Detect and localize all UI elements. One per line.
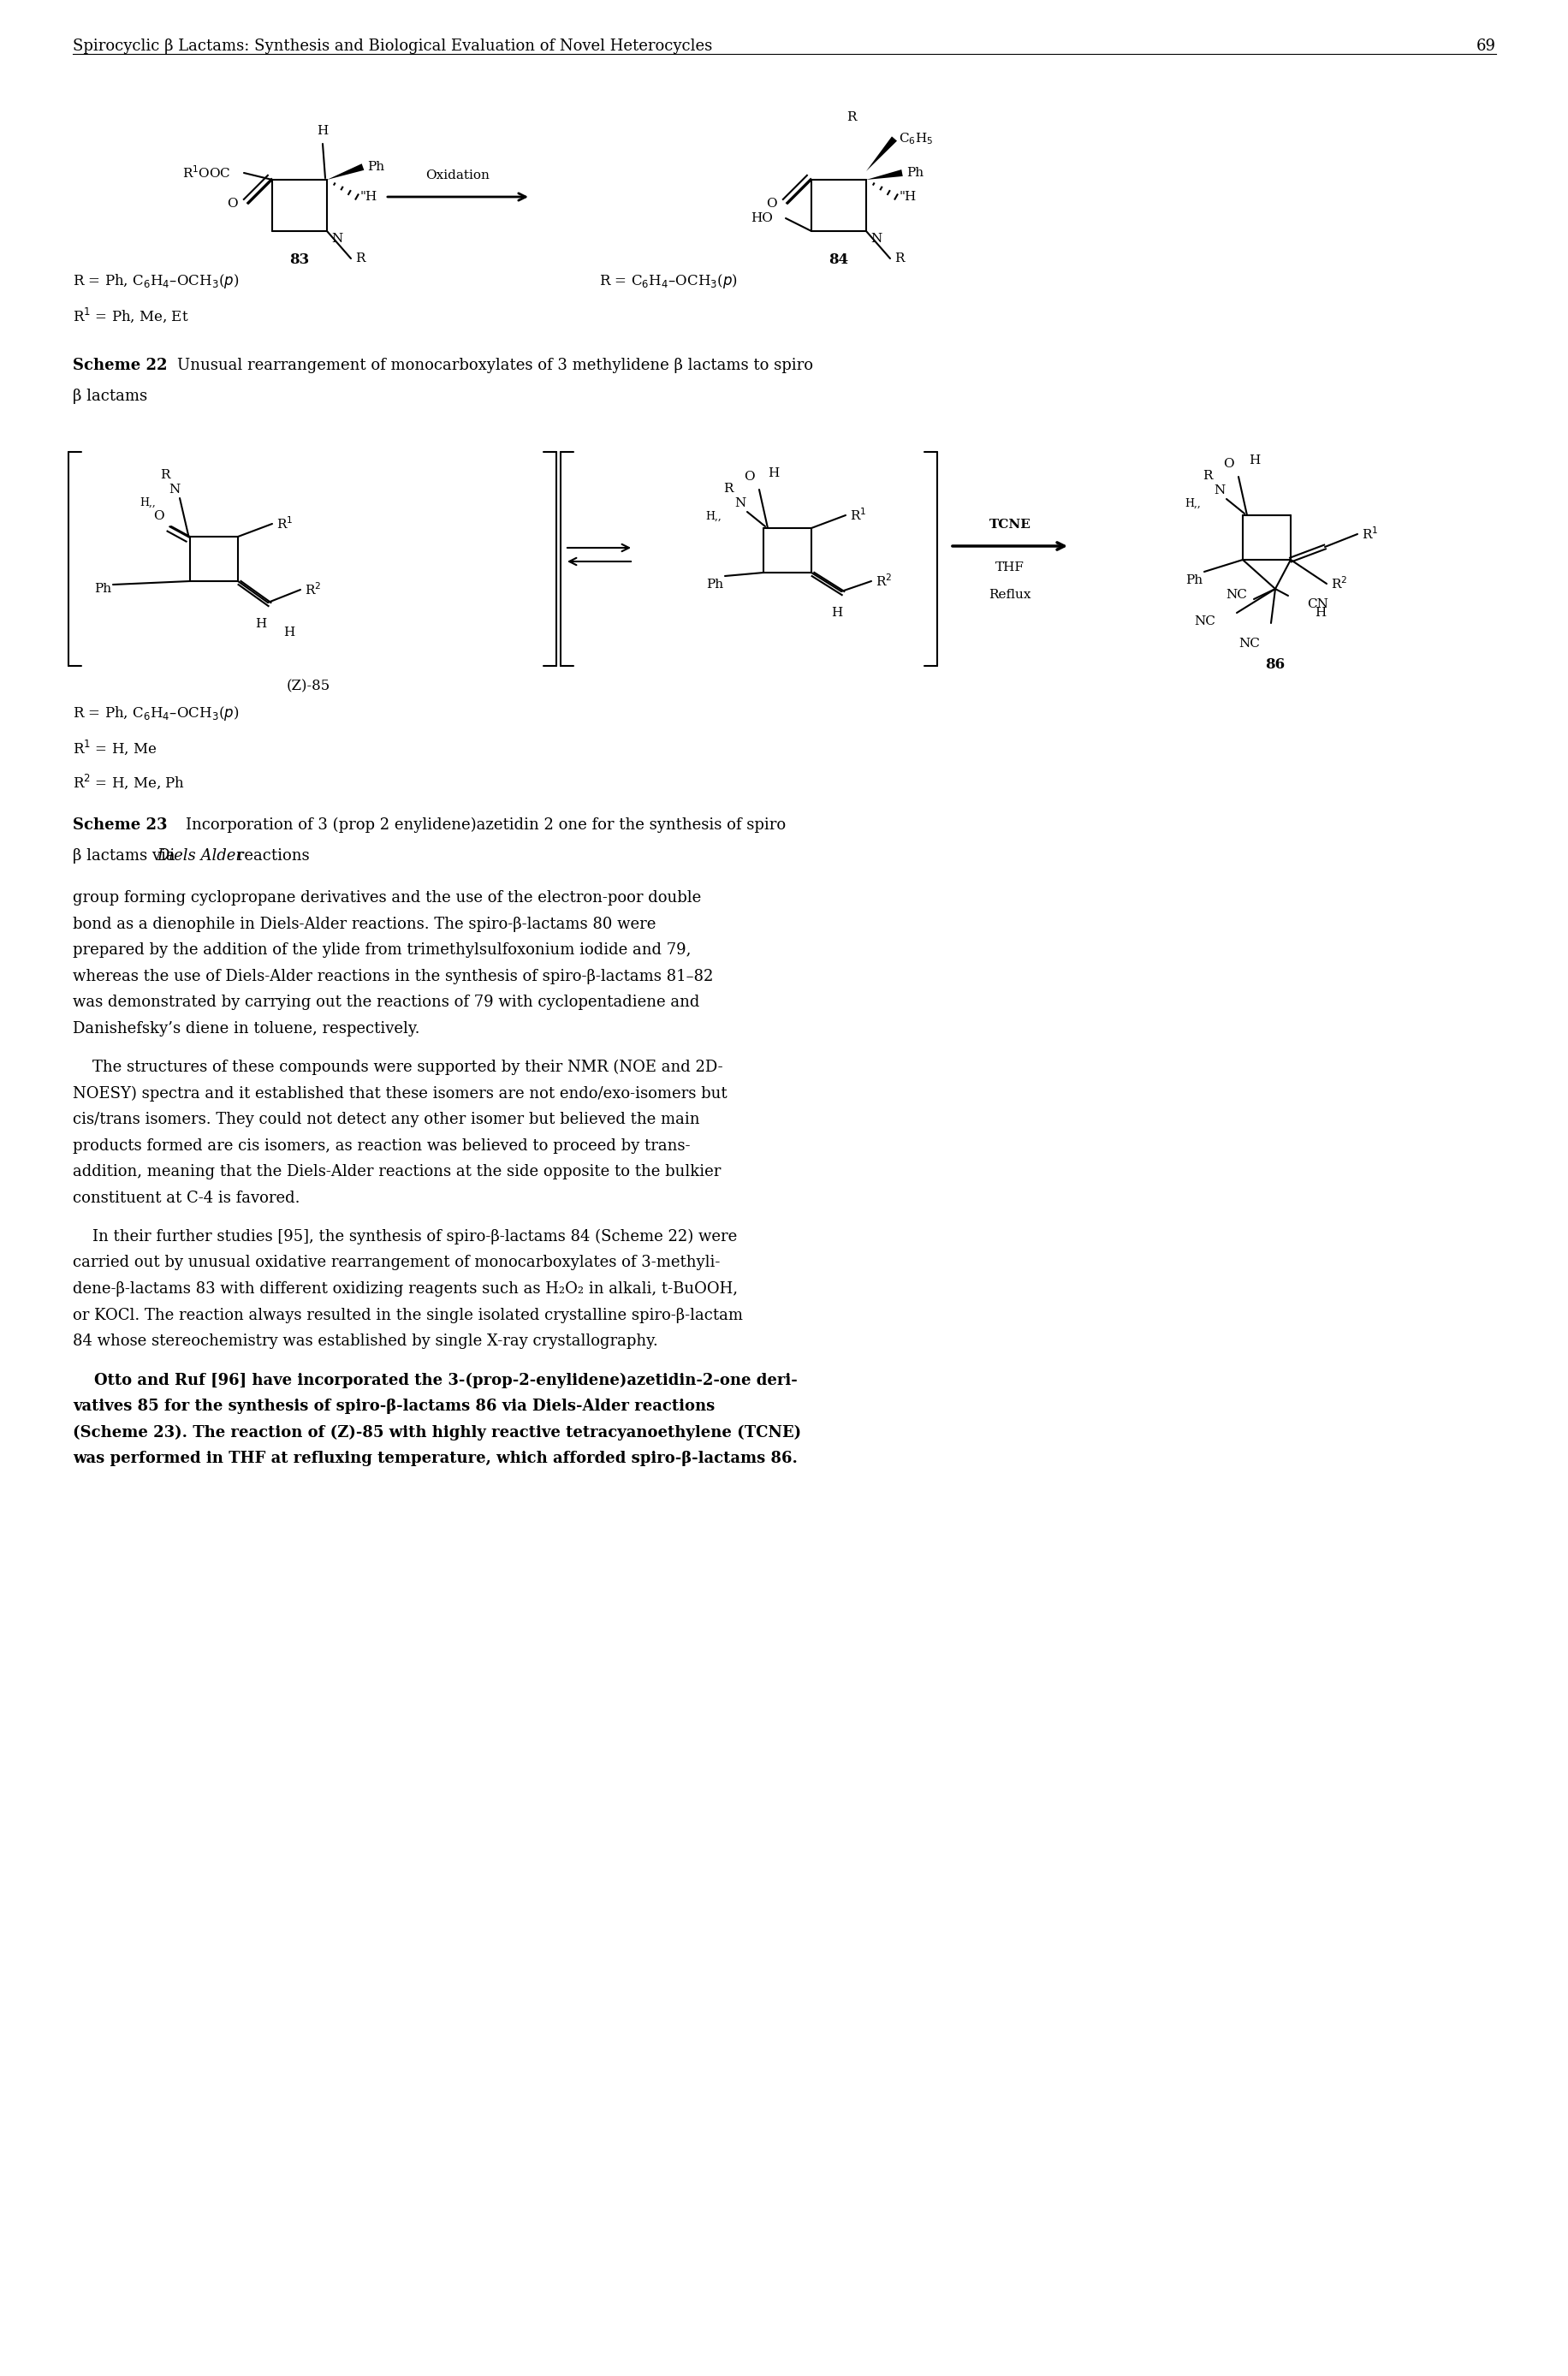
- Text: "H: "H: [898, 190, 916, 202]
- Text: R: R: [723, 482, 734, 494]
- Text: C$_6$H$_5$: C$_6$H$_5$: [898, 131, 933, 147]
- Text: constituent at C-4 is favored.: constituent at C-4 is favored.: [72, 1190, 299, 1205]
- Text: R: R: [894, 252, 903, 264]
- Text: H: H: [256, 618, 267, 630]
- Text: Ph: Ph: [906, 166, 924, 178]
- Text: R$^1$: R$^1$: [850, 506, 866, 523]
- Text: R: R: [847, 112, 856, 124]
- Text: 83: 83: [290, 252, 309, 266]
- Text: 86: 86: [1265, 658, 1284, 672]
- Text: whereas the use of Diels-Alder reactions in the synthesis of spiro-β-lactams 81–: whereas the use of Diels-Alder reactions…: [72, 969, 713, 984]
- Text: β lactams: β lactams: [72, 390, 147, 404]
- Text: products formed are cis isomers, as reaction was believed to proceed by trans-: products formed are cis isomers, as reac…: [72, 1138, 690, 1152]
- Text: 84 whose stereochemistry was established by single X-ray crystallography.: 84 whose stereochemistry was established…: [72, 1333, 657, 1350]
- Text: R$^2$: R$^2$: [304, 582, 321, 599]
- Text: 84: 84: [828, 252, 848, 266]
- Text: R$^1$OOC: R$^1$OOC: [182, 164, 230, 181]
- Text: reactions: reactions: [232, 848, 309, 862]
- Text: dene-β-lactams 83 with different oxidizing reagents such as H₂O₂ in alkali, t-Bu: dene-β-lactams 83 with different oxidizi…: [72, 1281, 737, 1297]
- Text: R$^1$: R$^1$: [1361, 525, 1378, 542]
- Text: O: O: [765, 197, 776, 209]
- Text: or KOCl. The reaction always resulted in the single isolated crystalline spiro-β: or KOCl. The reaction always resulted in…: [72, 1307, 743, 1323]
- Text: H,,: H,,: [140, 497, 155, 508]
- Text: vatives 85 for the synthesis of spiro-β-lactams 86 via Diels-Alder reactions: vatives 85 for the synthesis of spiro-β-…: [72, 1399, 715, 1414]
- Text: Spirocyclic β Lactams: Synthesis and Biological Evaluation of Novel Heterocycles: Spirocyclic β Lactams: Synthesis and Bio…: [72, 38, 712, 55]
- Text: Diels Alder: Diels Alder: [157, 848, 243, 862]
- Text: R = C$_6$H$_4$–OCH$_3$($p$): R = C$_6$H$_4$–OCH$_3$($p$): [599, 273, 737, 290]
- Text: O: O: [227, 197, 238, 209]
- Text: R = Ph, C$_6$H$_4$–OCH$_3$($p$): R = Ph, C$_6$H$_4$–OCH$_3$($p$): [72, 703, 238, 722]
- Text: N: N: [870, 233, 881, 245]
- Text: R$^1$ = Ph, Me, Et: R$^1$ = Ph, Me, Et: [72, 307, 188, 326]
- Text: Scheme 22: Scheme 22: [72, 359, 168, 373]
- Text: NOESY) spectra and it established that these isomers are not endo/exo-isomers bu: NOESY) spectra and it established that t…: [72, 1086, 728, 1102]
- Text: THF: THF: [996, 561, 1024, 573]
- Polygon shape: [326, 164, 364, 181]
- Text: R$^2$: R$^2$: [875, 573, 892, 589]
- Text: was demonstrated by carrying out the reactions of 79 with cyclopentadiene and: was demonstrated by carrying out the rea…: [72, 996, 699, 1010]
- Text: 69: 69: [1475, 38, 1496, 55]
- Polygon shape: [866, 169, 902, 181]
- Text: "H: "H: [361, 190, 378, 202]
- Text: NC: NC: [1225, 589, 1247, 601]
- Text: Oxidation: Oxidation: [425, 169, 489, 181]
- Text: H: H: [284, 627, 295, 639]
- Text: H,,: H,,: [706, 511, 721, 523]
- Text: Ph: Ph: [94, 582, 111, 594]
- Text: TCNE: TCNE: [988, 518, 1030, 530]
- Text: was performed in THF at refluxing temperature, which afforded spiro-β-lactams 86: was performed in THF at refluxing temper…: [72, 1452, 797, 1466]
- Text: (Scheme 23). The reaction of (Z)-85 with highly reactive tetracyanoethylene (TCN: (Scheme 23). The reaction of (Z)-85 with…: [72, 1426, 801, 1440]
- Text: R$^1$ = H, Me: R$^1$ = H, Me: [72, 739, 157, 758]
- Text: R$^2$ = H, Me, Ph: R$^2$ = H, Me, Ph: [72, 772, 185, 791]
- Text: R$^2$: R$^2$: [1330, 575, 1347, 592]
- Text: R$^1$: R$^1$: [276, 516, 293, 532]
- Text: The structures of these compounds were supported by their NMR (NOE and 2D-: The structures of these compounds were s…: [72, 1060, 723, 1076]
- Text: carried out by unusual oxidative rearrangement of monocarboxylates of 3-methyli-: carried out by unusual oxidative rearran…: [72, 1255, 720, 1271]
- Text: Unusual rearrangement of monocarboxylates of 3 methylidene β lactams to spiro: Unusual rearrangement of monocarboxylate…: [177, 359, 812, 373]
- Text: R: R: [354, 252, 365, 264]
- Text: NC: NC: [1193, 615, 1215, 627]
- Text: H: H: [317, 126, 328, 138]
- Text: N: N: [734, 497, 746, 508]
- Text: Ph: Ph: [706, 580, 723, 592]
- Text: (Z)-85: (Z)-85: [285, 680, 329, 694]
- Text: O: O: [743, 470, 754, 482]
- Text: Ph: Ph: [1185, 575, 1203, 587]
- Text: R = Ph, C$_6$H$_4$–OCH$_3$($p$): R = Ph, C$_6$H$_4$–OCH$_3$($p$): [72, 273, 238, 290]
- Text: Incorporation of 3 (prop 2 enylidene)azetidin 2 one for the synthesis of spiro: Incorporation of 3 (prop 2 enylidene)aze…: [185, 817, 786, 834]
- Text: β lactams via: β lactams via: [72, 848, 180, 862]
- Text: O: O: [1223, 459, 1234, 470]
- Text: Otto and Ruf [96] have incorporated the 3-(prop-2-enylidene)azetidin-2-one deri-: Otto and Ruf [96] have incorporated the …: [72, 1373, 797, 1388]
- Text: Scheme 23: Scheme 23: [72, 817, 168, 834]
- Text: HO: HO: [751, 211, 773, 223]
- Text: O: O: [154, 511, 165, 523]
- Text: H: H: [1248, 454, 1259, 466]
- Text: R: R: [1203, 470, 1212, 482]
- Polygon shape: [866, 135, 897, 171]
- Text: H: H: [1314, 606, 1325, 618]
- Text: CN: CN: [1306, 599, 1328, 611]
- Text: cis/trans isomers. They could not detect any other isomer but believed the main: cis/trans isomers. They could not detect…: [72, 1112, 699, 1126]
- Text: N: N: [169, 485, 180, 497]
- Text: H,,: H,,: [1184, 497, 1200, 508]
- Text: group forming cyclopropane derivatives and the use of the electron-poor double: group forming cyclopropane derivatives a…: [72, 891, 701, 905]
- Text: N: N: [1214, 485, 1225, 497]
- Text: bond as a dienophile in Diels-Alder reactions. The spiro-β-lactams 80 were: bond as a dienophile in Diels-Alder reac…: [72, 917, 655, 931]
- Text: addition, meaning that the Diels-Alder reactions at the side opposite to the bul: addition, meaning that the Diels-Alder r…: [72, 1164, 721, 1178]
- Text: In their further studies [95], the synthesis of spiro-β-lactams 84 (Scheme 22) w: In their further studies [95], the synth…: [72, 1228, 737, 1245]
- Text: H: H: [831, 606, 842, 618]
- Text: prepared by the addition of the ylide from trimethylsulfoxonium iodide and 79,: prepared by the addition of the ylide fr…: [72, 943, 690, 958]
- Text: R: R: [160, 468, 171, 480]
- Text: Danishefsky’s diene in toluene, respectively.: Danishefsky’s diene in toluene, respecti…: [72, 1022, 420, 1036]
- Text: N: N: [331, 233, 342, 245]
- Text: Reflux: Reflux: [988, 589, 1030, 601]
- Text: H: H: [767, 468, 779, 480]
- Text: Ph: Ph: [367, 162, 384, 173]
- Text: NC: NC: [1239, 637, 1259, 649]
